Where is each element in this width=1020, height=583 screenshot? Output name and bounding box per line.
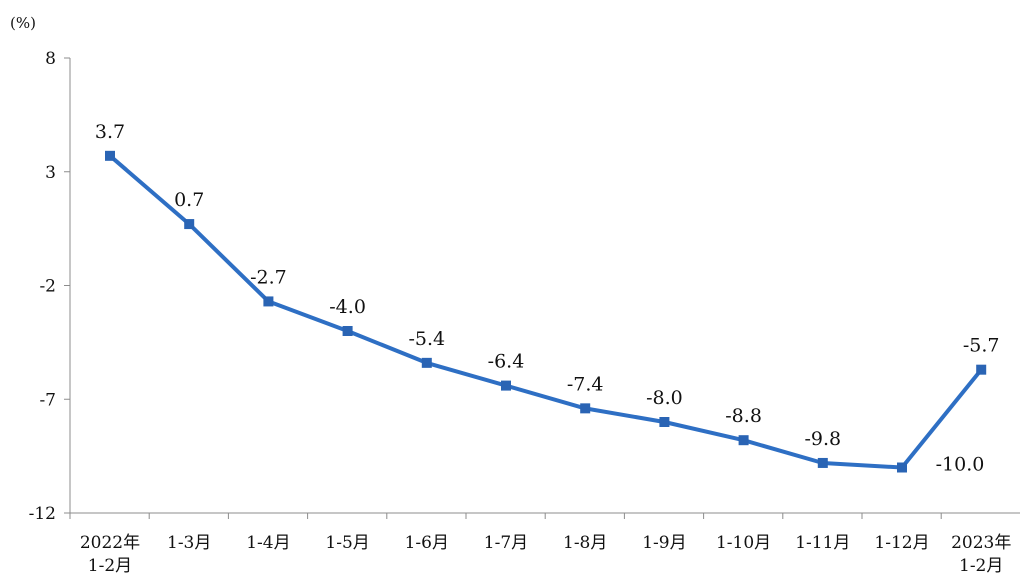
y-tick-label: -7 — [39, 390, 56, 410]
x-tick-label: 1-11月 — [795, 533, 850, 553]
series-line — [108, 153, 984, 470]
x-tick-label: 1-2月 — [88, 556, 132, 576]
data-label: -2.7 — [250, 266, 287, 288]
y-ticks: 8 3 -2 -7 -12 — [29, 49, 70, 524]
x-ticks: 2022年 1-2月 1-3月 1-4月 1-5月 1-6月 1-7月 1-8月 1-9月 1-1… — [69, 513, 1011, 576]
x-tick-label: 1-9月 — [642, 533, 686, 553]
y-tick-label: -12 — [29, 504, 56, 524]
x-tick-label: 1-2月 — [959, 556, 1003, 576]
data-point-marker — [976, 364, 987, 375]
y-tick-label: 8 — [45, 49, 56, 69]
data-point-marker — [580, 403, 591, 414]
x-tick-label: 1-4月 — [246, 533, 290, 553]
data-point-marker — [897, 462, 907, 473]
data-label: -8.0 — [646, 387, 683, 409]
y-tick-label: 3 — [45, 163, 56, 183]
data-label: -4.0 — [329, 296, 366, 318]
unit-label: (%) — [10, 14, 36, 32]
data-label: -7.4 — [567, 373, 604, 395]
data-point-marker — [105, 150, 115, 161]
x-tick-label: 2022年 — [80, 533, 140, 553]
y-tick-label: -2 — [39, 277, 56, 297]
data-point-marker — [342, 326, 353, 336]
data-label: 3.7 — [95, 121, 125, 143]
data-label: -8.8 — [725, 405, 762, 427]
x-tick-label: 1-6月 — [405, 533, 449, 553]
data-label: -5.4 — [408, 328, 445, 350]
x-tick-label: 1-12月 — [874, 533, 929, 553]
x-tick-label: 2023年 — [951, 533, 1011, 553]
x-tick-label: 1-10月 — [716, 533, 771, 553]
x-tick-label: 1-3月 — [167, 533, 211, 553]
data-point-marker — [263, 296, 274, 307]
data-label: -9.8 — [804, 428, 841, 450]
data-label: 0.7 — [174, 189, 204, 211]
x-tick-label: 1-7月 — [484, 533, 528, 553]
data-point-marker — [738, 435, 749, 446]
data-label: -6.4 — [488, 351, 525, 373]
data-label: -5.7 — [963, 335, 1000, 357]
data-label: -10.0 — [936, 454, 985, 476]
data-point-marker — [659, 417, 670, 427]
x-tick-label: 1-5月 — [325, 533, 369, 553]
data-point-marker — [421, 357, 432, 368]
series: 3.7 0.7 -2.7 -4.0 -5.4 -6.4 -7.4 -8.0 -8.8 -9.8 -1… — [95, 121, 1000, 476]
data-point-marker — [501, 380, 511, 391]
data-point-marker — [184, 219, 195, 230]
data-point-marker — [817, 457, 828, 468]
x-tick-label: 1-8月 — [563, 533, 607, 553]
